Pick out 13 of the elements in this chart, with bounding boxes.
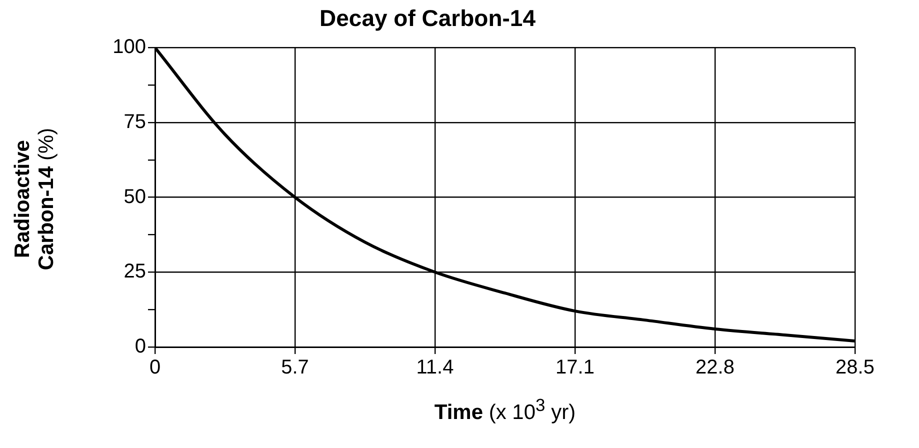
x-tick-label: 11.4 xyxy=(416,356,454,379)
x-tick-label: 28.5 xyxy=(836,356,874,379)
x-tick-label: 5.7 xyxy=(281,356,309,379)
y-tick-label: 0 xyxy=(134,336,146,358)
x-tick-label: 22.8 xyxy=(696,356,734,379)
y-tick-label: 25 xyxy=(124,260,146,283)
x-tick-label: 17.1 xyxy=(556,356,594,379)
x-tick-label: 0 xyxy=(149,356,161,379)
x-axis-title: Time (x 10$^{3}$ yr) xyxy=(434,395,576,424)
y-tick-label: 100 xyxy=(112,36,146,58)
chart-title: Decay of Carbon-14 xyxy=(319,5,536,32)
y-tick-label: 75 xyxy=(124,110,146,133)
y-tick-label: 50 xyxy=(124,186,146,208)
